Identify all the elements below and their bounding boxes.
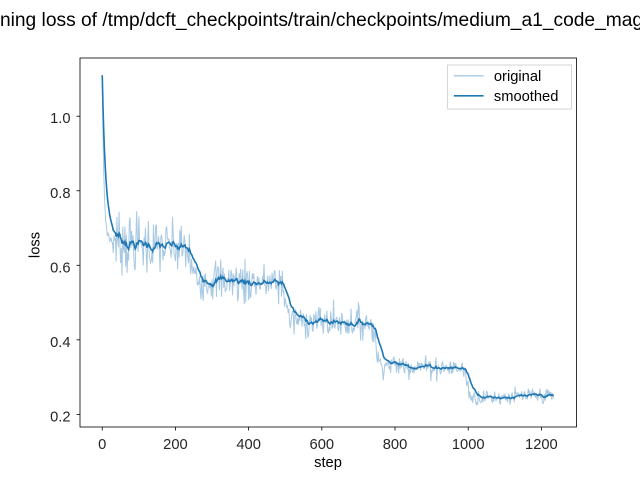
svg-text:smoothed: smoothed: [494, 89, 559, 105]
svg-text:loss: loss: [28, 232, 44, 258]
svg-text:0.4: 0.4: [50, 335, 70, 351]
svg-text:1200: 1200: [525, 437, 558, 453]
svg-text:200: 200: [163, 437, 188, 453]
svg-text:400: 400: [236, 437, 261, 453]
svg-text:600: 600: [310, 437, 335, 453]
svg-text:1.0: 1.0: [50, 111, 70, 127]
svg-text:0.2: 0.2: [50, 409, 70, 425]
svg-text:1000: 1000: [452, 437, 485, 453]
svg-text:0.6: 0.6: [50, 260, 70, 276]
svg-text:800: 800: [383, 437, 408, 453]
svg-text:original: original: [494, 69, 541, 85]
svg-text:step: step: [314, 455, 342, 471]
svg-text:0.8: 0.8: [50, 186, 70, 202]
svg-text:0: 0: [98, 437, 106, 453]
